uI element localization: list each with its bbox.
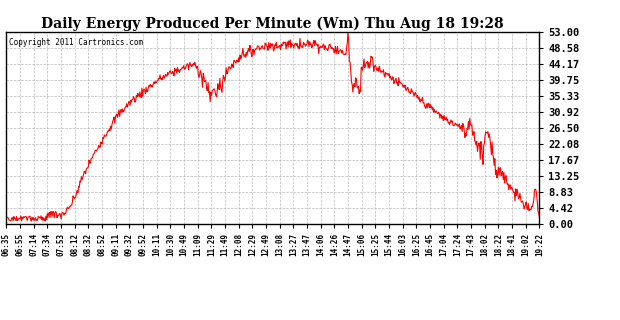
Text: Copyright 2011 Cartronics.com: Copyright 2011 Cartronics.com	[9, 38, 143, 47]
Title: Daily Energy Produced Per Minute (Wm) Thu Aug 18 19:28: Daily Energy Produced Per Minute (Wm) Th…	[42, 16, 504, 31]
